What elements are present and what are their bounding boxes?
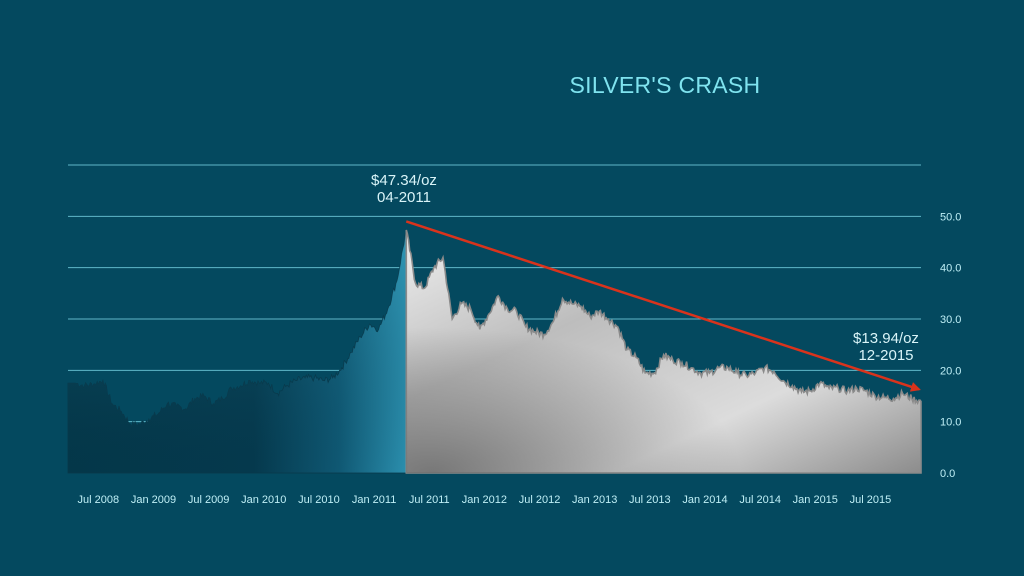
x-tick-label: Jan 2013 bbox=[572, 494, 617, 506]
x-tick-label: Jul 2012 bbox=[519, 494, 561, 506]
trend-arrow-line bbox=[405, 220, 921, 392]
x-axis-ticks: Jul 2008 Jan 2009 Jul 2009 Jan 2010 Jul 2010… bbox=[78, 494, 892, 506]
x-tick-label: Jan 2012 bbox=[462, 494, 507, 506]
pre-peak-area-highlight bbox=[68, 230, 407, 473]
x-tick-label: Jan 2010 bbox=[241, 494, 286, 506]
x-tick-label: Jan 2015 bbox=[793, 494, 838, 506]
x-tick-label: Jan 2011 bbox=[352, 494, 396, 506]
end-annotation: $13.94/oz 12-2015 bbox=[842, 330, 930, 364]
price-area bbox=[67, 229, 922, 474]
y-tick-label: 40.0 bbox=[940, 263, 961, 275]
y-tick-label: 20.0 bbox=[940, 365, 961, 377]
y-tick-label: 0.0 bbox=[940, 468, 955, 480]
x-tick-label: Jul 2010 bbox=[298, 494, 340, 506]
x-tick-label: Jan 2014 bbox=[682, 494, 727, 506]
x-tick-label: Jul 2013 bbox=[629, 494, 671, 506]
y-tick-label: 50.0 bbox=[940, 211, 961, 223]
peak-annotation: $47.34/oz 04-2011 bbox=[344, 172, 464, 206]
x-tick-label: Jan 2009 bbox=[131, 494, 176, 506]
peak-price: $47.34/oz bbox=[371, 172, 437, 189]
trend-arrow bbox=[405, 220, 921, 392]
end-date: 12-2015 bbox=[858, 347, 914, 364]
y-tick-label: 10.0 bbox=[940, 417, 961, 429]
y-tick-label: 30.0 bbox=[940, 314, 961, 326]
peak-date: 04-2011 bbox=[377, 189, 431, 206]
chart-title: SILVER'S CRASH bbox=[569, 72, 761, 98]
x-tick-label: Jul 2009 bbox=[188, 494, 230, 506]
y-axis-ticks: 0.0 10.0 20.0 30.0 40.0 50.0 bbox=[940, 211, 961, 480]
end-price: $13.94/oz bbox=[853, 330, 919, 347]
x-tick-label: Jul 2015 bbox=[850, 494, 892, 506]
post-peak-area-shade bbox=[406, 230, 921, 473]
x-tick-label: Jul 2008 bbox=[78, 494, 120, 506]
x-tick-label: Jul 2014 bbox=[739, 494, 781, 506]
x-tick-label: Jul 2011 bbox=[409, 494, 450, 506]
